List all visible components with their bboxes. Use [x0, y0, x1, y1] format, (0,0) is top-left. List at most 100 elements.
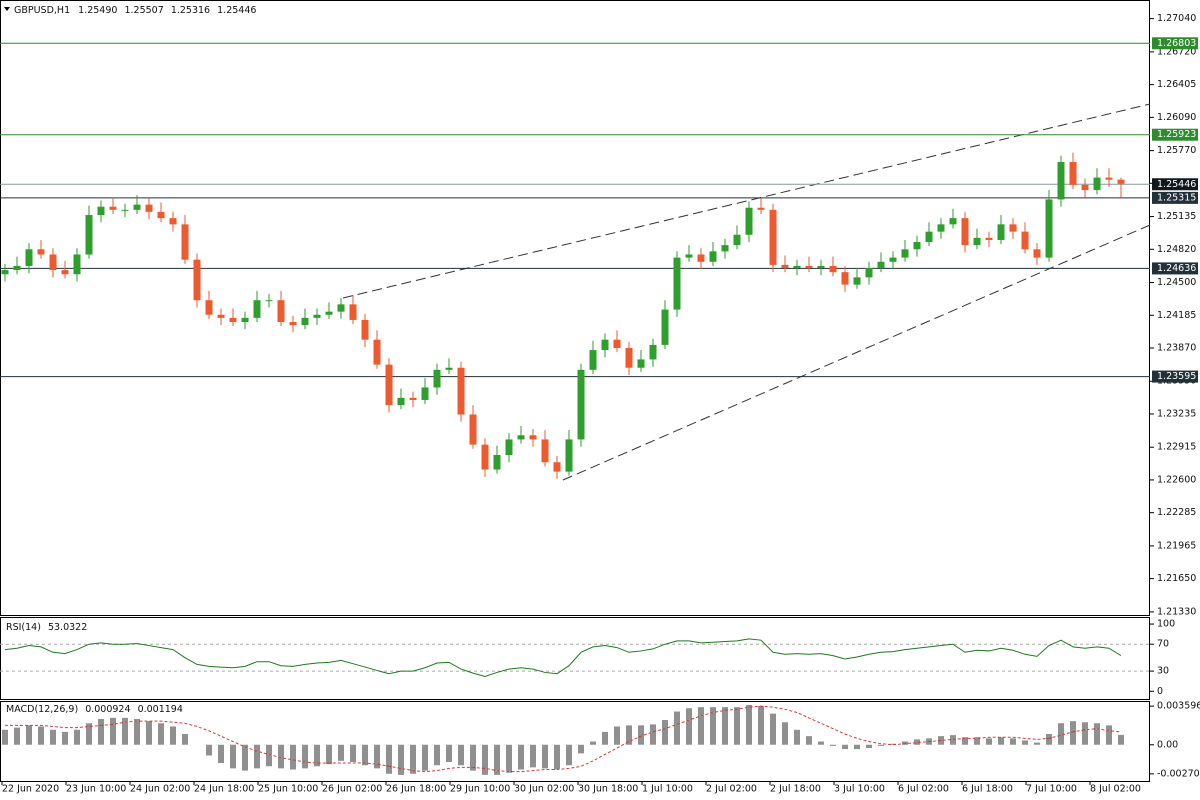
- candle-body: [805, 265, 813, 269]
- candle-body: [157, 211, 165, 219]
- candle-body: [1021, 231, 1029, 250]
- y-tick-label: 0.00: [1157, 739, 1178, 750]
- candle-body: [457, 367, 465, 415]
- symbol: GBPUSD,H1: [14, 5, 70, 16]
- candle-body: [445, 367, 453, 370]
- candle-body: [421, 387, 429, 400]
- x-tick-label: 6 Jul 02:00: [898, 784, 949, 795]
- candle-body: [901, 249, 909, 258]
- candle-body: [217, 314, 225, 318]
- level-label: 1.26803: [1157, 38, 1196, 49]
- candle-body: [661, 309, 669, 345]
- candle-body: [781, 264, 789, 269]
- y-tick-label: 1.23870: [1157, 342, 1196, 353]
- candle-body: [793, 265, 801, 269]
- menu-arrow[interactable]: [4, 7, 10, 11]
- level-box: [1152, 262, 1198, 275]
- candle-body: [961, 218, 969, 246]
- macd-name: MACD(12,26,9): [6, 704, 78, 715]
- x-tick-label: 22 Jun 2020: [2, 784, 59, 795]
- trend-line: [342, 103, 1151, 299]
- candle-body: [325, 311, 333, 315]
- candle-body: [1093, 177, 1101, 191]
- candle-body: [193, 259, 201, 301]
- y-tick-label: 1.22285: [1157, 507, 1196, 518]
- bid-label: 1.25446: [1157, 179, 1196, 190]
- candle-body: [169, 218, 177, 225]
- y-tick-label: -0.002707: [1157, 768, 1200, 779]
- x-tick-label: 24 Jun 18:00: [194, 784, 254, 795]
- candle-body: [25, 249, 33, 266]
- y-tick-label: 0: [1157, 686, 1163, 697]
- candle-body: [877, 261, 885, 269]
- y-tick-label: 0.003596: [1157, 701, 1200, 712]
- candle-body: [685, 254, 693, 258]
- x-tick-label: 25 Jun 10:00: [258, 784, 318, 795]
- level-box: [1152, 37, 1198, 50]
- candle-body: [481, 444, 489, 470]
- x-tick-label: 8 Jul 02:00: [1090, 784, 1141, 795]
- candle-body: [589, 350, 597, 370]
- candle-body: [697, 254, 705, 262]
- x-tick-label: 26 Jun 02:00: [322, 784, 382, 795]
- candle-body: [613, 339, 621, 348]
- candle-body: [673, 257, 681, 310]
- candle-body: [985, 237, 993, 240]
- candle-body: [433, 369, 441, 388]
- macd-value: 0.000924: [85, 704, 130, 715]
- candle-body: [61, 270, 69, 275]
- level-label: 1.25315: [1157, 192, 1196, 203]
- x-tick-label: 7 Jul 10:00: [1026, 784, 1077, 795]
- candle-body: [121, 209, 129, 211]
- y-tick-label: 30: [1157, 666, 1169, 677]
- candle-body: [1057, 162, 1065, 200]
- candle-body: [385, 364, 393, 406]
- candle-body: [1033, 249, 1041, 258]
- candle-body: [577, 369, 585, 440]
- candle-body: [361, 319, 369, 340]
- x-tick-label: 3 Jul 10:00: [834, 784, 885, 795]
- candle-body: [229, 317, 237, 323]
- candle-body: [49, 254, 57, 271]
- x-tick-label: 30 Jun 02:00: [514, 784, 574, 795]
- candle-body: [493, 455, 501, 470]
- candle-body: [241, 317, 249, 323]
- candle-body: [277, 300, 285, 323]
- y-tick-label: 1.21330: [1157, 606, 1196, 617]
- candle-body: [817, 265, 825, 269]
- candle-body: [397, 397, 405, 406]
- y-tick-label: 1.24185: [1157, 310, 1196, 321]
- candle-body: [505, 439, 513, 456]
- candle-body: [973, 237, 981, 246]
- candle-body: [997, 224, 1005, 240]
- candle-body: [265, 300, 273, 302]
- x-tick-label: 29 Jun 10:00: [450, 784, 510, 795]
- candle-body: [913, 242, 921, 250]
- candle-body: [637, 359, 645, 368]
- y-tick-label: 1.22600: [1157, 474, 1196, 485]
- y-tick-label: 1.27040: [1157, 13, 1196, 24]
- x-tick-label: 23 Jun 10:00: [66, 784, 126, 795]
- candle-body: [889, 257, 897, 262]
- candle-body: [541, 439, 549, 463]
- candle-body: [709, 251, 717, 262]
- rsi-title: RSI(14) 53.0322: [6, 622, 87, 633]
- level-box: [1152, 191, 1198, 204]
- trend-line: [562, 224, 1151, 481]
- candle-body: [925, 231, 933, 243]
- x-tick-label: 30 Jun 18:00: [578, 784, 638, 795]
- candle-body: [625, 347, 633, 368]
- candle-body: [37, 249, 45, 255]
- candle-body: [829, 265, 837, 273]
- rsi-line: [4, 638, 1122, 677]
- y-tick-label: 1.23235: [1157, 408, 1196, 419]
- level-label: 1.23595: [1157, 371, 1196, 382]
- y-tick-label: 1.25135: [1157, 211, 1196, 222]
- rsi-panel: [0, 617, 1150, 700]
- candle-body: [373, 339, 381, 365]
- level-label: 1.24636: [1157, 263, 1196, 274]
- candle-body: [757, 207, 765, 210]
- open: 1.25490: [78, 5, 117, 16]
